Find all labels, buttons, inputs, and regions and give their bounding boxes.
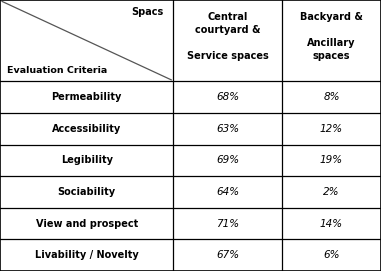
Text: 67%: 67% [216, 250, 239, 260]
Text: 71%: 71% [216, 219, 239, 228]
Text: Backyard &

Ancillary
spaces: Backyard & Ancillary spaces [300, 12, 363, 61]
Text: 63%: 63% [216, 124, 239, 134]
Text: Sociability: Sociability [58, 187, 116, 197]
Text: Legibility: Legibility [61, 155, 113, 165]
Text: 64%: 64% [216, 187, 239, 197]
Text: 12%: 12% [320, 124, 343, 134]
Text: 14%: 14% [320, 219, 343, 228]
Text: Permeability: Permeability [51, 92, 122, 102]
Text: View and prospect: View and prospect [35, 219, 138, 228]
Text: 19%: 19% [320, 155, 343, 165]
Text: 6%: 6% [323, 250, 340, 260]
Text: 8%: 8% [323, 92, 340, 102]
Text: 2%: 2% [323, 187, 340, 197]
Text: Livability / Novelty: Livability / Novelty [35, 250, 139, 260]
Text: 68%: 68% [216, 92, 239, 102]
Text: 69%: 69% [216, 155, 239, 165]
Text: Evaluation Criteria: Evaluation Criteria [7, 66, 107, 75]
Text: Central
courtyard &

Service spaces: Central courtyard & Service spaces [187, 12, 269, 61]
Text: Accessibility: Accessibility [52, 124, 121, 134]
Text: Spacs: Spacs [131, 7, 164, 17]
